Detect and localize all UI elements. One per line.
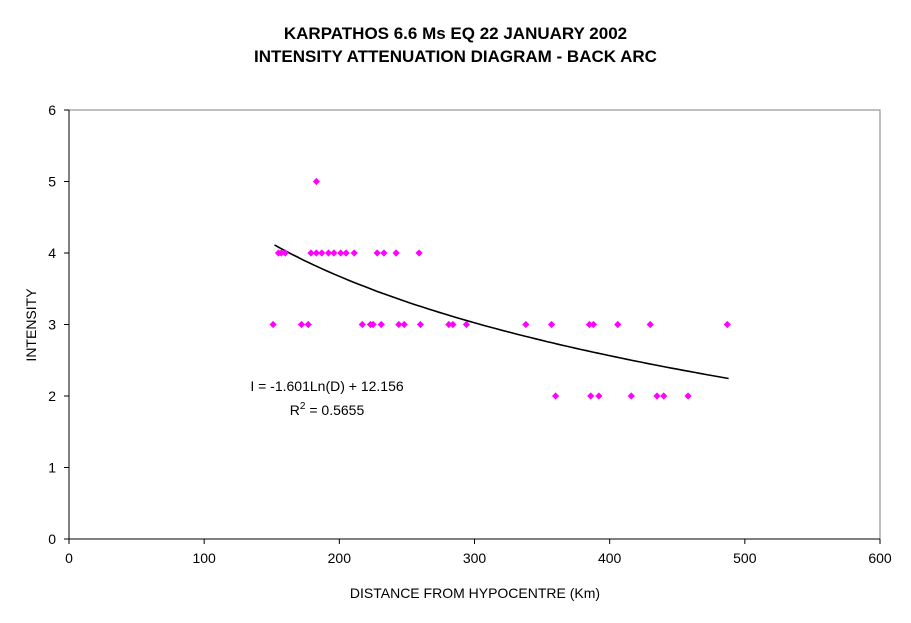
x-axis-title: DISTANCE FROM HYPOCENTRE (Km) xyxy=(350,585,600,601)
data-point xyxy=(342,249,350,257)
x-tick-label: 200 xyxy=(328,550,352,566)
data-point xyxy=(395,320,403,329)
data-point xyxy=(445,320,453,329)
data-point xyxy=(723,320,731,329)
data-point xyxy=(307,249,315,257)
y-tick-label: 3 xyxy=(48,317,56,333)
data-point xyxy=(547,320,556,329)
data-point xyxy=(449,320,457,329)
data-point xyxy=(312,177,320,186)
trendline-layer xyxy=(274,244,729,380)
data-point xyxy=(350,249,358,257)
data-point xyxy=(318,249,326,257)
y-tick-label: 1 xyxy=(48,460,56,476)
data-point xyxy=(522,320,530,329)
data-point xyxy=(377,320,385,329)
r-squared-symbol: R xyxy=(290,402,300,418)
data-point xyxy=(281,249,289,257)
x-tick-label: 400 xyxy=(598,550,622,566)
data-point xyxy=(614,320,622,329)
x-tick-label: 300 xyxy=(463,550,487,566)
data-point xyxy=(330,249,338,257)
y-tick-label: 2 xyxy=(48,388,56,404)
data-point xyxy=(627,392,635,400)
y-tick-label: 4 xyxy=(48,245,56,261)
data-point xyxy=(392,249,400,257)
axes: 0 100 200 300 400 500 600 0 1 2 3 4 5 6 xyxy=(48,102,892,566)
data-point xyxy=(415,249,423,257)
r-squared-label: R2 = 0.5655 xyxy=(290,401,365,418)
data-point xyxy=(312,249,320,257)
x-tick-label: 100 xyxy=(192,550,216,566)
chart-title: KARPATHOS 6.6 Ms EQ 22 JANUARY 2002 xyxy=(283,24,628,43)
data-point xyxy=(462,320,470,329)
trendline-equation: I = -1.601Ln(D) + 12.156 xyxy=(250,378,404,394)
plot-area-border xyxy=(68,109,881,540)
x-tick-label: 0 xyxy=(65,550,73,566)
data-point xyxy=(589,320,598,329)
data-point xyxy=(646,320,654,329)
data-points xyxy=(269,177,731,400)
data-point xyxy=(400,320,408,329)
data-point xyxy=(304,320,312,329)
data-point xyxy=(587,392,595,400)
data-point xyxy=(380,249,388,257)
data-point xyxy=(358,320,366,329)
trendline xyxy=(274,244,729,380)
data-point xyxy=(269,320,277,329)
data-point xyxy=(660,392,668,400)
y-axis-title: INTENSITY xyxy=(23,288,39,362)
data-point xyxy=(416,320,425,329)
y-tick-label: 0 xyxy=(48,531,56,547)
data-point xyxy=(369,320,377,329)
data-point xyxy=(373,249,381,257)
r-squared-value: = 0.5655 xyxy=(305,402,364,418)
data-point xyxy=(585,320,593,329)
y-tick-label: 6 xyxy=(48,102,56,118)
data-point xyxy=(277,249,285,257)
x-tick-label: 600 xyxy=(868,550,892,566)
data-point xyxy=(653,392,661,400)
y-tick-label: 5 xyxy=(48,174,56,190)
x-tick-label: 500 xyxy=(733,550,757,566)
r-squared-superscript: 2 xyxy=(300,401,306,412)
data-point xyxy=(684,392,692,400)
data-point xyxy=(337,249,345,257)
data-point xyxy=(324,249,333,257)
data-point xyxy=(595,392,603,400)
chart-subtitle: INTENSITY ATTENUATION DIAGRAM - BACK ARC xyxy=(254,47,657,66)
data-point xyxy=(297,320,306,329)
data-point xyxy=(552,392,560,400)
